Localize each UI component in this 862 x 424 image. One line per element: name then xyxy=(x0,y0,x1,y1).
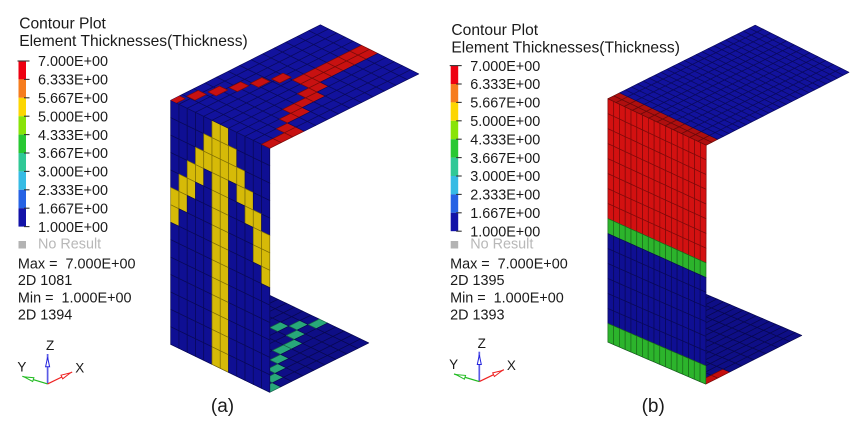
svg-text:No Result: No Result xyxy=(38,237,101,253)
svg-text:Y: Y xyxy=(449,357,458,372)
svg-text:Max = 7.000E+00: Max = 7.000E+00 xyxy=(18,256,136,272)
svg-text:5.000E+00: 5.000E+00 xyxy=(38,109,108,125)
svg-text:Z: Z xyxy=(46,338,54,353)
svg-text:7.000E+00: 7.000E+00 xyxy=(470,59,540,75)
svg-text:Max = 7.000E+00: Max = 7.000E+00 xyxy=(450,256,568,272)
svg-text:2D 1395: 2D 1395 xyxy=(450,273,504,289)
svg-text:1.667E+00: 1.667E+00 xyxy=(470,206,540,222)
svg-text:(a): (a) xyxy=(211,396,234,417)
svg-text:6.333E+00: 6.333E+00 xyxy=(38,73,108,89)
svg-text:3.000E+00: 3.000E+00 xyxy=(470,169,540,185)
svg-text:5.667E+00: 5.667E+00 xyxy=(38,91,108,107)
svg-text:Contour Plot: Contour Plot xyxy=(451,22,538,39)
svg-text:2D 1393: 2D 1393 xyxy=(450,307,504,323)
svg-text:2D 1394: 2D 1394 xyxy=(18,307,72,323)
svg-text:No Result: No Result xyxy=(470,237,533,253)
svg-text:7.000E+00: 7.000E+00 xyxy=(38,54,108,70)
svg-text:1.000E+00: 1.000E+00 xyxy=(38,220,108,236)
svg-text:Min = 1.000E+00: Min = 1.000E+00 xyxy=(450,291,564,307)
svg-text:Y: Y xyxy=(17,359,26,374)
svg-text:1.000E+00: 1.000E+00 xyxy=(470,224,540,240)
svg-text:X: X xyxy=(75,361,84,376)
svg-text:3.667E+00: 3.667E+00 xyxy=(470,151,540,167)
svg-text:X: X xyxy=(507,358,516,373)
svg-text:4.333E+00: 4.333E+00 xyxy=(470,132,540,148)
svg-text:5.000E+00: 5.000E+00 xyxy=(470,114,540,130)
svg-text:5.667E+00: 5.667E+00 xyxy=(470,96,540,112)
svg-text:1.667E+00: 1.667E+00 xyxy=(38,201,108,217)
svg-text:3.000E+00: 3.000E+00 xyxy=(38,165,108,181)
svg-text:(b): (b) xyxy=(642,396,665,417)
svg-text:Min = 1.000E+00: Min = 1.000E+00 xyxy=(18,291,132,307)
svg-text:Z: Z xyxy=(478,336,486,351)
svg-text:2D 1081: 2D 1081 xyxy=(18,273,72,289)
svg-text:2.333E+00: 2.333E+00 xyxy=(470,188,540,204)
svg-text:4.333E+00: 4.333E+00 xyxy=(38,128,108,144)
svg-text:Element Thicknesses(Thickness): Element Thicknesses(Thickness) xyxy=(19,33,248,50)
svg-text:Contour Plot: Contour Plot xyxy=(19,16,106,33)
svg-text:2.333E+00: 2.333E+00 xyxy=(38,183,108,199)
svg-text:Element Thicknesses(Thickness): Element Thicknesses(Thickness) xyxy=(451,40,680,57)
svg-text:3.667E+00: 3.667E+00 xyxy=(38,146,108,162)
svg-text:6.333E+00: 6.333E+00 xyxy=(470,77,540,93)
